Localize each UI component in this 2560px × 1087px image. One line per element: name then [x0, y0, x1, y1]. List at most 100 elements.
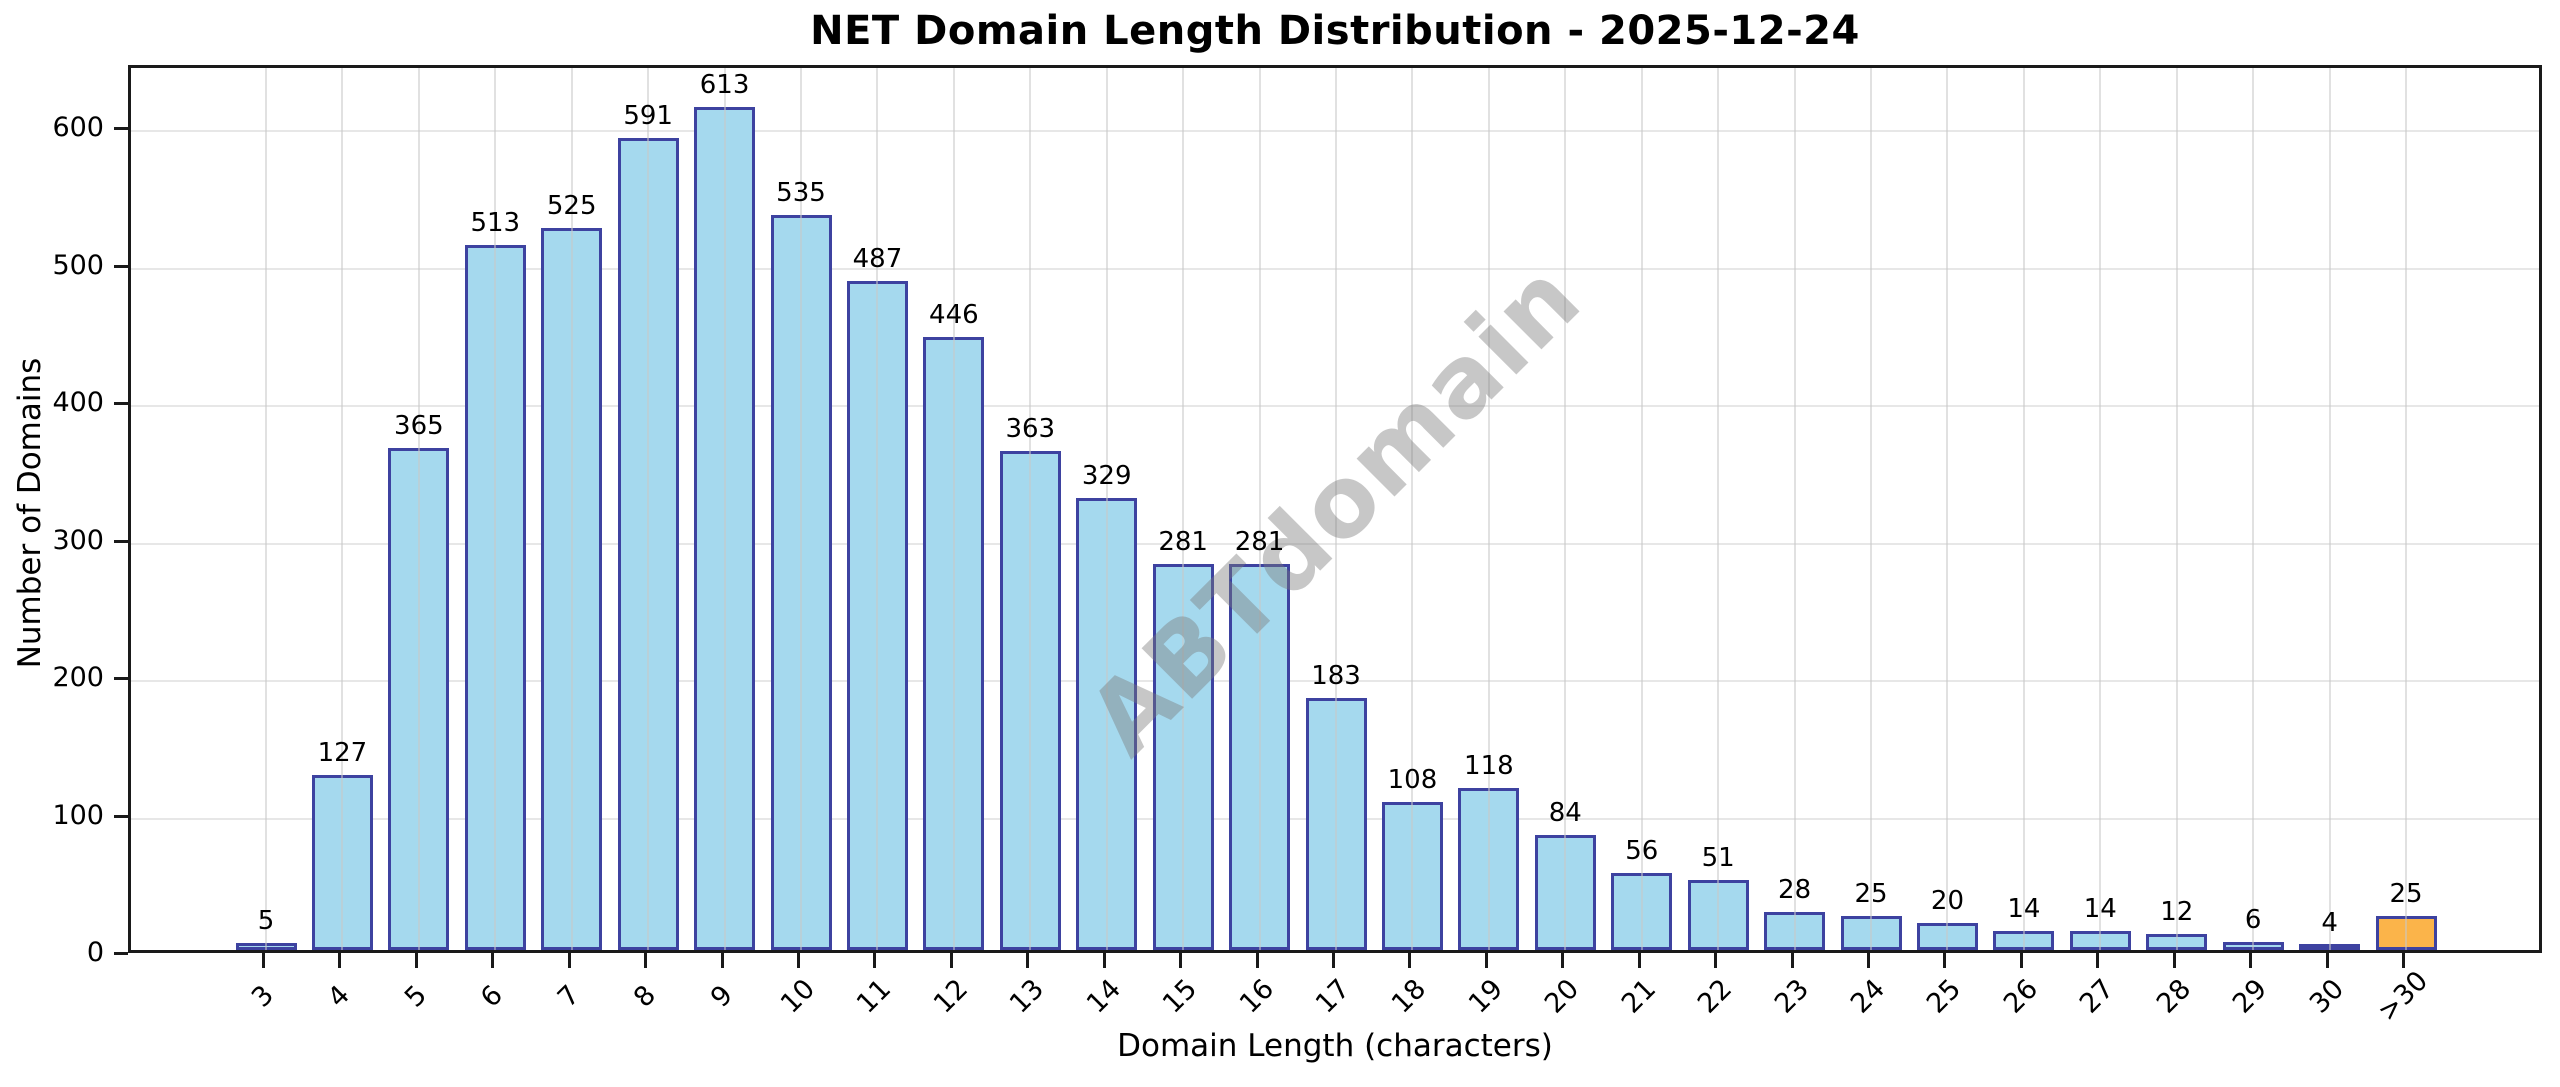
v-gridline-20 [1564, 68, 1567, 950]
x-tick-mark-25 [1943, 953, 1947, 968]
x-tick-mark-3 [262, 953, 265, 968]
y-tick-label-600: 600 [52, 112, 104, 144]
v-gridline-13 [1029, 68, 1032, 950]
v-gridline-21 [1640, 68, 1643, 950]
y-tick-mark-400 [114, 402, 128, 406]
bar-value-label-23: 28 [1778, 874, 1812, 905]
x-tick-mark-27 [2096, 953, 2100, 968]
bar-value-label-14: 329 [1081, 460, 1132, 491]
bar-value-label-16: 281 [1234, 526, 1285, 557]
x-tick-mark-7 [567, 953, 571, 968]
x-tick-mark-20 [1561, 953, 1565, 968]
v-gridline-19 [1487, 68, 1490, 950]
v-gridline-17 [1335, 68, 1338, 950]
v-gridline-28 [2175, 68, 2178, 950]
x-tick-mark-26 [2019, 953, 2023, 968]
y-tick-label-0: 0 [86, 937, 104, 968]
x-tick-mark-13 [1026, 953, 1030, 968]
x-tick-mark-15 [1179, 953, 1183, 968]
h-gridline-400 [131, 405, 2539, 408]
bar-value-label-6: 513 [470, 207, 521, 238]
bar-value-label-19: 118 [1464, 750, 1514, 781]
y-tick-mark-500 [114, 264, 128, 268]
v-gridline-5 [417, 68, 420, 950]
v-gridline-16 [1258, 68, 1261, 950]
bar-value-label-8: 591 [623, 100, 673, 131]
y-tick-label-300: 300 [52, 524, 104, 556]
y-axis-title: Number of Domains [12, 357, 48, 669]
x-tick-mark-23 [1790, 953, 1794, 968]
bar-value-label-24: 25 [1854, 878, 1888, 909]
bar-value-label-5: 365 [394, 411, 444, 442]
x-tick-mark-10 [797, 953, 800, 968]
y-tick-label-100: 100 [52, 799, 104, 831]
v-gridline-6 [494, 68, 497, 950]
v-gridline-4 [341, 68, 344, 950]
v-gridline-14 [1105, 68, 1108, 950]
bar-value-label-29: 6 [2244, 904, 2262, 935]
bar-value-label-7: 525 [546, 191, 597, 222]
x-tick-mark-24 [1867, 953, 1871, 968]
v-gridline-12 [952, 68, 955, 950]
x-tick-mark-18 [1408, 953, 1412, 968]
x-tick-mark-6 [491, 953, 495, 968]
bar-value-label-22: 51 [1701, 842, 1735, 873]
x-tick-mark-11 [873, 953, 877, 968]
x-tick-mark-29 [2249, 953, 2253, 968]
v-gridline-22 [1717, 68, 1720, 950]
v-gridline-25 [1946, 68, 1949, 950]
v-gridline-30 [2328, 68, 2331, 950]
y-tick-mark-600 [114, 127, 128, 131]
v-gridline-9 [723, 68, 726, 950]
y-tick-mark-100 [114, 814, 128, 818]
v-gridline-23 [1793, 68, 1796, 950]
bar-value-label-12: 446 [929, 299, 979, 330]
v-gridline-24 [1870, 68, 1873, 950]
y-tick-mark-200 [114, 677, 128, 681]
x-tick-mark-14 [1102, 953, 1106, 968]
bar-value-label-3: 5 [257, 906, 275, 937]
h-gridline-500 [131, 267, 2539, 270]
y-tick-label-400: 400 [52, 387, 104, 419]
y-tick-mark-0 [114, 952, 128, 955]
y-tick-label-500: 500 [52, 249, 104, 281]
x-tick-mark-21 [1637, 953, 1641, 968]
bar-value-label-18: 108 [1387, 764, 1438, 795]
v-gridline-26 [2022, 68, 2025, 950]
bar-value-label-28: 12 [2160, 896, 2194, 927]
bar-value-label-20: 84 [1548, 797, 1582, 828]
x-tick-mark-8 [644, 953, 648, 968]
h-gridline-300 [131, 542, 2539, 545]
v-gridline->30 [2405, 68, 2408, 950]
v-gridline-7 [570, 68, 573, 950]
bar-value-label-21: 56 [1625, 836, 1659, 867]
bar-value-label-15: 281 [1158, 526, 1208, 557]
x-tick-mark-12 [949, 953, 953, 968]
x-tick-mark-5 [414, 953, 418, 968]
v-gridline-8 [647, 68, 650, 950]
y-tick-mark-300 [114, 539, 128, 543]
h-gridline-200 [131, 680, 2539, 683]
bar-value-label-27: 14 [2083, 893, 2117, 924]
x-tick-mark-28 [2172, 953, 2176, 968]
bar-value-label-13: 363 [1005, 414, 1056, 445]
chart-title: NET Domain Length Distribution - 2025-12… [810, 8, 1860, 54]
h-gridline-600 [131, 130, 2539, 133]
x-tick-mark-16 [1255, 953, 1259, 968]
bar-value-label-25: 20 [1930, 885, 1964, 916]
x-tick-mark-22 [1714, 953, 1718, 968]
v-gridline-29 [2252, 68, 2255, 950]
v-gridline-18 [1411, 68, 1414, 950]
v-gridline-3 [265, 68, 267, 950]
x-tick-mark-30 [2325, 953, 2329, 968]
x-tick-mark-4 [338, 953, 342, 968]
v-gridline-27 [2099, 68, 2102, 950]
x-axis-title: Domain Length (characters) [1117, 1028, 1553, 1064]
bar-value-label-9: 613 [699, 70, 750, 101]
x-tick-mark-17 [1332, 953, 1336, 968]
v-gridline-10 [800, 68, 802, 950]
bar-value-label-17: 183 [1311, 661, 1361, 692]
bar-value-label-11: 487 [852, 243, 903, 274]
bar-value-label-26: 14 [2007, 893, 2041, 924]
